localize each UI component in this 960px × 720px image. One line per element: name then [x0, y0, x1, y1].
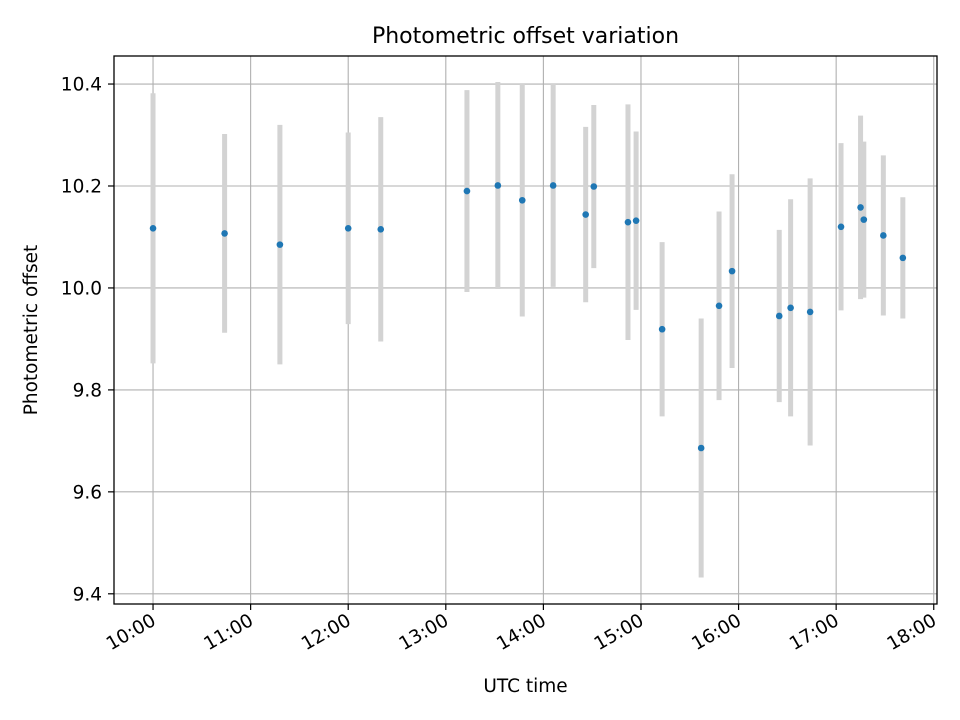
- x-tick-label: 10:00: [103, 610, 160, 655]
- chart-title: Photometric offset variation: [372, 24, 679, 49]
- data-point: [787, 304, 794, 312]
- data-points: [149, 182, 907, 452]
- y-ticks: 9.4 9.6 9.8 10.0 10.2 10.4: [61, 75, 114, 605]
- plot-frame: [113, 55, 938, 605]
- data-point: [775, 312, 783, 320]
- y-tick-label: 10.0: [61, 278, 102, 299]
- x-axis-label: UTC time: [483, 676, 567, 697]
- data-point: [463, 187, 471, 195]
- x-tick-label: 18:00: [884, 610, 941, 655]
- x-tick-label: 15:00: [591, 610, 648, 655]
- y-tick-label: 10.4: [61, 75, 102, 96]
- data-point: [221, 230, 228, 237]
- data-point: [624, 218, 632, 226]
- grid: [114, 56, 937, 604]
- x-tick-label: 12:00: [298, 610, 355, 655]
- data-point: [715, 302, 723, 310]
- data-point: [377, 226, 385, 233]
- y-tick-label: 9.8: [73, 380, 102, 401]
- y-tick-label: 9.6: [73, 482, 102, 503]
- x-tick-label: 11:00: [200, 610, 257, 655]
- data-point: [632, 217, 640, 224]
- data-point: [149, 225, 157, 232]
- x-tick-label: 14:00: [493, 610, 550, 655]
- x-tick-label: 13:00: [396, 610, 453, 655]
- x-tick-label: 17:00: [786, 610, 843, 655]
- data-point: [590, 183, 598, 190]
- data-point: [276, 241, 284, 248]
- data-point: [494, 182, 502, 189]
- data-point: [899, 254, 907, 262]
- data-point: [658, 325, 666, 333]
- data-point: [880, 232, 887, 239]
- data-point: [837, 223, 845, 231]
- data-point: [860, 216, 868, 223]
- data-point: [728, 267, 736, 275]
- x-ticks: 10:00 11:00 12:00 13:00 14:00 15:00 16:00 17:00…: [103, 604, 940, 655]
- data-point: [582, 211, 589, 218]
- y-tick-label: 9.4: [73, 584, 102, 605]
- x-tick-label: 16:00: [688, 610, 745, 655]
- y-tick-label: 10.2: [61, 176, 102, 197]
- axes: [113, 55, 938, 605]
- data-point: [857, 204, 864, 211]
- data-point: [697, 444, 705, 452]
- data-point: [549, 182, 557, 189]
- data-point: [344, 225, 352, 232]
- y-axis-label: Photometric offset: [21, 245, 42, 416]
- data-point: [806, 308, 814, 316]
- data-point: [518, 196, 526, 204]
- error-bars: [150, 81, 906, 578]
